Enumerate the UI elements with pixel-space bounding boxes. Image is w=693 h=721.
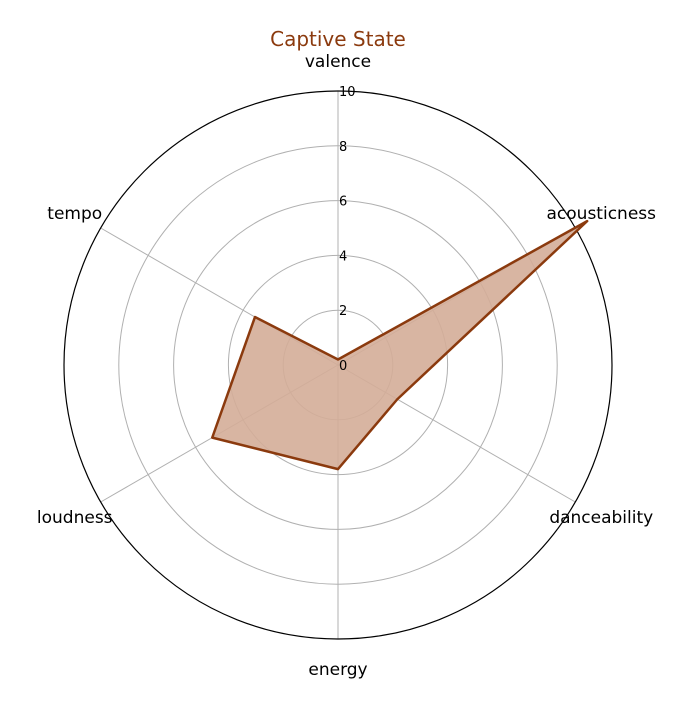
tick-label-2: 2	[339, 304, 347, 319]
axis-labels: valence acousticness danceability energy lou…	[37, 52, 656, 680]
tick-label-10: 10	[339, 85, 356, 100]
tick-label-0: 0	[339, 359, 347, 374]
axis-label-acousticness: acousticness	[547, 204, 657, 224]
radial-tick-labels: 0 2 4 6 8 10	[339, 85, 356, 374]
outer-circle	[63, 90, 613, 640]
radar-series	[210, 219, 589, 471]
tick-label-8: 8	[339, 140, 347, 155]
chart-title: Captive State	[270, 27, 406, 51]
tick-label-6: 6	[339, 195, 347, 210]
axis-label-tempo: tempo	[47, 204, 102, 224]
axis-label-loudness: loudness	[37, 508, 113, 528]
tick-label-4: 4	[339, 249, 347, 264]
axis-label-valence: valence	[305, 52, 371, 72]
axis-label-danceability: danceability	[549, 508, 653, 528]
series-area	[212, 221, 588, 470]
axis-label-energy: energy	[308, 660, 367, 680]
